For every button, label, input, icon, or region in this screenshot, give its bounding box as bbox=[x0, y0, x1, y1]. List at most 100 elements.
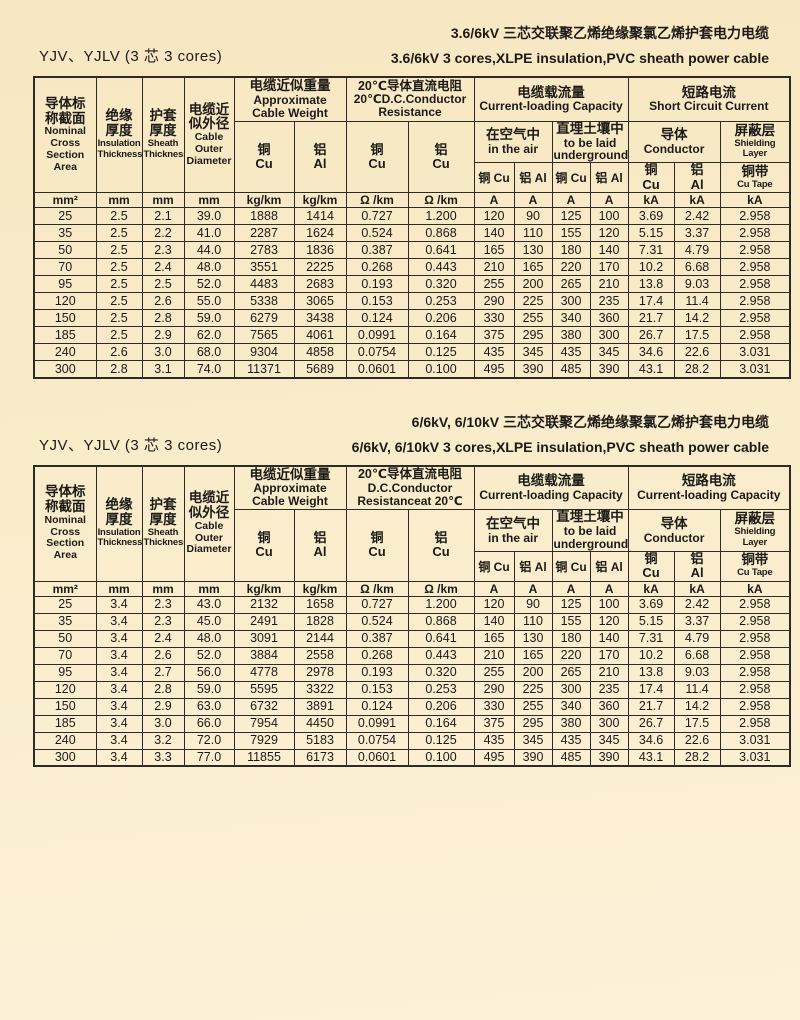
data-cell: 5.15 bbox=[627, 224, 675, 243]
data-cell: 3.4 bbox=[95, 748, 143, 767]
data-cell: 200 bbox=[513, 663, 553, 682]
data-cell: 6173 bbox=[293, 748, 347, 767]
data-cell: 2287 bbox=[233, 224, 295, 243]
data-cell: 2.3 bbox=[141, 241, 185, 260]
data-cell: 290 bbox=[473, 680, 515, 699]
data-cell: 21.7 bbox=[627, 697, 675, 716]
data-cell: 14.2 bbox=[673, 697, 721, 716]
data-cell: 120 bbox=[33, 680, 97, 699]
data-cell: 43.1 bbox=[627, 748, 675, 767]
data-cell: 2783 bbox=[233, 241, 295, 260]
subheader-air-cu: 铜 Cu bbox=[473, 550, 515, 582]
data-cell: 0.125 bbox=[407, 343, 475, 362]
data-cell: 360 bbox=[589, 309, 629, 328]
subheader-resistance-cu: 铜 Cu bbox=[345, 509, 409, 582]
data-cell: 17.5 bbox=[673, 326, 721, 345]
data-cell: 1.200 bbox=[407, 207, 475, 226]
data-cell: 2.9 bbox=[141, 326, 185, 345]
data-cell: 0.193 bbox=[345, 275, 409, 294]
data-cell: 17.4 bbox=[627, 292, 675, 311]
data-cell: 10.2 bbox=[627, 258, 675, 277]
subheader-shielding-layer: 屏蔽层 Shielding Layer bbox=[719, 120, 791, 164]
data-cell: 110 bbox=[513, 224, 553, 243]
data-cell: 165 bbox=[473, 241, 515, 260]
data-cell: 2.958 bbox=[719, 595, 791, 614]
data-cell: 0.443 bbox=[407, 258, 475, 277]
data-cell: 130 bbox=[513, 241, 553, 260]
data-cell: 345 bbox=[513, 343, 553, 362]
unit-cell: A bbox=[473, 192, 515, 209]
data-cell: 265 bbox=[551, 275, 591, 294]
spec-table-1: 导体标 称截面 Nominal Cross Section Area 绝缘 厚度… bbox=[33, 76, 792, 379]
data-cell: 210 bbox=[473, 646, 515, 665]
data-cell: 5338 bbox=[233, 292, 295, 311]
table-row: 120 2.5 2.6 55.0 5338 3065 0.153 0.253 290 225 300… bbox=[33, 292, 791, 311]
data-cell: 9304 bbox=[233, 343, 295, 362]
data-cell: 34.6 bbox=[627, 731, 675, 750]
data-cell: 220 bbox=[551, 258, 591, 277]
data-cell: 13.8 bbox=[627, 275, 675, 294]
data-cell: 50 bbox=[33, 241, 97, 260]
data-cell: 2.5 bbox=[95, 292, 143, 311]
data-cell: 235 bbox=[589, 680, 629, 699]
data-cell: 0.100 bbox=[407, 360, 475, 379]
data-cell: 0.100 bbox=[407, 748, 475, 767]
data-cell: 2.958 bbox=[719, 258, 791, 277]
data-cell: 77.0 bbox=[183, 748, 235, 767]
subheader-underground: 直埋土壤中 to be laid underground bbox=[551, 509, 629, 552]
col-header-nominal-section: 导体标 称截面 Nominal Cross Section Area bbox=[33, 465, 97, 582]
data-cell: 7.31 bbox=[627, 629, 675, 648]
data-cell: 0.153 bbox=[345, 680, 409, 699]
unit-cell: mm² bbox=[33, 580, 97, 597]
data-cell: 185 bbox=[33, 714, 97, 733]
table-row: 70 2.5 2.4 48.0 3551 2225 0.268 0.443 210 165 220 1… bbox=[33, 258, 791, 277]
data-cell: 0.868 bbox=[407, 224, 475, 243]
data-cell: 170 bbox=[589, 258, 629, 277]
data-cell: 11371 bbox=[233, 360, 295, 379]
subheader-weight-al: 铝 Al bbox=[293, 120, 347, 194]
unit-cell: mm bbox=[183, 192, 235, 209]
data-cell: 435 bbox=[551, 343, 591, 362]
section-2-title-en: 6/6kV, 6/10kV 3 cores,XLPE insulation,PV… bbox=[351, 438, 769, 455]
unit-cell: kA bbox=[673, 192, 721, 209]
data-cell: 7.31 bbox=[627, 241, 675, 260]
section-2-title-zh: 6/6kV, 6/10kV 三芯交联聚乙烯绝缘聚氯乙烯护套电力电缆 bbox=[411, 413, 769, 430]
data-cell: 9.03 bbox=[673, 275, 721, 294]
data-cell: 2144 bbox=[293, 629, 347, 648]
data-cell: 2.8 bbox=[95, 360, 143, 379]
data-cell: 28.2 bbox=[673, 748, 721, 767]
data-cell: 2.4 bbox=[141, 629, 185, 648]
data-cell: 2.958 bbox=[719, 680, 791, 699]
data-cell: 2.5 bbox=[95, 207, 143, 226]
data-cell: 66.0 bbox=[183, 714, 235, 733]
data-cell: 0.268 bbox=[345, 646, 409, 665]
group-header-short-circuit: 短路电流 Short Circuit Current bbox=[627, 76, 791, 122]
section-1-titles: 3.6/6kV 三芯交联聚乙烯绝缘聚氯乙烯护套电力电缆 YJV、YJLV (3 … bbox=[33, 24, 789, 66]
group-header-short-circuit: 短路电流 Current-loading Capacity bbox=[627, 465, 791, 511]
data-cell: 390 bbox=[589, 360, 629, 379]
data-cell: 6.68 bbox=[673, 258, 721, 277]
table-row: 185 2.5 2.9 62.0 7565 4061 0.0991 0.164 375 295 38… bbox=[33, 326, 791, 345]
data-cell: 2978 bbox=[293, 663, 347, 682]
subheader-underground-al: 铝 Al bbox=[589, 162, 629, 194]
data-cell: 0.164 bbox=[407, 326, 475, 345]
data-cell: 44.0 bbox=[183, 241, 235, 260]
cable-table-section-2: 6/6kV, 6/10kV 三芯交联聚乙烯绝缘聚氯乙烯护套电力电缆 YJV、YJ… bbox=[33, 413, 792, 768]
data-cell: 3884 bbox=[233, 646, 295, 665]
data-cell: 0.727 bbox=[345, 595, 409, 614]
data-cell: 2.6 bbox=[95, 343, 143, 362]
data-cell: 2.958 bbox=[719, 612, 791, 631]
data-cell: 4858 bbox=[293, 343, 347, 362]
data-cell: 390 bbox=[513, 360, 553, 379]
table-row: 50 3.4 2.4 48.0 3091 2144 0.387 0.641 165 130 180 1… bbox=[33, 629, 791, 648]
data-cell: 3.69 bbox=[627, 595, 675, 614]
subheader-in-air: 在空气中 in the air bbox=[473, 509, 553, 552]
data-cell: 2.3 bbox=[141, 612, 185, 631]
data-cell: 435 bbox=[551, 731, 591, 750]
data-cell: 4.79 bbox=[673, 629, 721, 648]
data-cell: 35 bbox=[33, 612, 97, 631]
subheader-resistance-al: 铝 Cu bbox=[407, 120, 475, 194]
data-cell: 3.4 bbox=[95, 714, 143, 733]
data-cell: 2.958 bbox=[719, 697, 791, 716]
unit-cell: kg/km bbox=[293, 580, 347, 597]
